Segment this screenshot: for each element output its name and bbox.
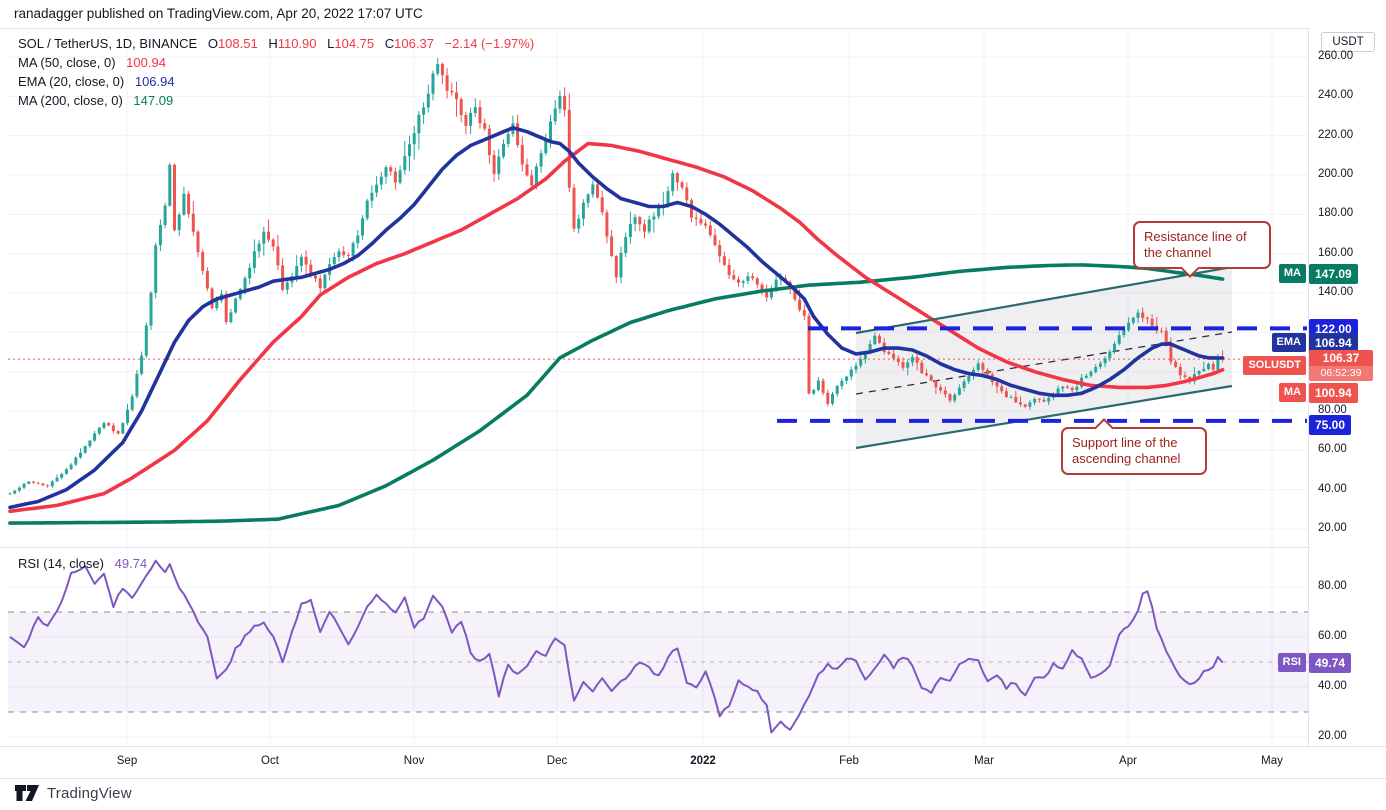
price-axis-label-106.37: 106.37 06:52:39 — [1309, 350, 1373, 381]
price-and-rsi-chart-canvas[interactable] — [0, 28, 1386, 746]
tradingview-logo-icon — [15, 785, 39, 801]
tradingview-logo-text: TradingView — [47, 784, 132, 802]
ema-axis-tag: EMA — [1271, 333, 1306, 352]
axis-tick-label: 240.00 — [1318, 89, 1354, 102]
tradingview-logo[interactable]: TradingView — [14, 782, 132, 804]
ohlc-high-letter: H — [268, 36, 278, 51]
resistance-annotation-line1: Resistance line of — [1144, 229, 1247, 244]
time-axis-label-Oct: Oct — [261, 755, 279, 767]
ma50-legend-label: MA (50, close, 0) — [18, 55, 116, 70]
rsi-legend-value: 49.74 — [114, 556, 148, 571]
axis-tick-label: 40.00 — [1318, 680, 1347, 692]
axis-tick-label: 40.00 — [1318, 482, 1347, 495]
chart-top-divider — [0, 28, 1386, 29]
ema20-legend-row[interactable]: EMA (20, close, 0) 106.94 — [18, 72, 534, 91]
ema20-legend-value: 106.94 — [134, 74, 175, 89]
axis-tick-label: 140.00 — [1318, 286, 1354, 298]
price-axis-label-49.74: 49.74 — [1309, 653, 1352, 673]
time-axis-label-Mar: Mar — [974, 755, 994, 767]
ma200-legend-value: 147.09 — [133, 93, 174, 108]
axis-tick-label: 80.00 — [1318, 580, 1347, 592]
symbol-legend-row: SOL / TetherUS, 1D, BINANCE O108.51 H110… — [18, 34, 534, 53]
ma200-legend-label: MA (200, close, 0) — [18, 93, 123, 108]
time-axis-label-Apr: Apr — [1119, 755, 1137, 767]
rsi-axis-tag: RSI — [1277, 653, 1306, 672]
axis-tick-label: 20.00 — [1318, 522, 1347, 534]
support-annotation[interactable]: Support line of the ascending channel — [1061, 418, 1207, 475]
time-axis-label-Sep: Sep — [116, 755, 138, 767]
currency-toggle-button[interactable]: USDT — [1321, 32, 1375, 52]
time-axis-label-2022: 2022 — [690, 755, 716, 767]
change-value: −2.14 (−1.97%) — [444, 36, 535, 51]
ohlc-low-letter: L — [327, 36, 335, 51]
axis-tick-label: 60.00 — [1318, 443, 1347, 456]
axis-tick-label: 200.00 — [1318, 168, 1354, 180]
resistance-annotation-line2: the channel — [1144, 245, 1212, 260]
publish-header: ranadagger published on TradingView.com,… — [14, 6, 423, 21]
ohlc-high-value: 110.90 — [277, 36, 317, 51]
price-axis-label-147.09: 147.09 — [1309, 264, 1358, 284]
ohlc-low-value: 104.75 — [334, 36, 375, 51]
axis-tick-label: 60.00 — [1318, 630, 1347, 642]
time-axis-label-May: May — [1261, 755, 1283, 767]
support-annotation-line1: Support line of the — [1072, 435, 1178, 450]
ema20-legend-label: EMA (20, close, 0) — [18, 74, 125, 89]
resistance-annotation[interactable]: Resistance line of the channel — [1133, 221, 1271, 278]
axis-tick-label: 160.00 — [1318, 246, 1354, 259]
axis-tick-label: 180.00 — [1318, 207, 1354, 220]
time-axis-label-Feb: Feb — [839, 755, 859, 767]
ohlc-open-letter: O — [207, 36, 218, 51]
price-axis-label-106.94: 106.94 — [1309, 333, 1358, 353]
axis-tick-label: 260.00 — [1318, 50, 1354, 62]
ma-axis-tag: MA — [1278, 383, 1306, 402]
symbol-legend[interactable]: SOL / TetherUS, 1D, BINANCE O108.51 H110… — [18, 34, 534, 110]
rsi-legend-label: RSI (14, close) — [18, 556, 104, 571]
axis-tick-label: 20.00 — [1318, 730, 1347, 742]
axis-tick-label: 220.00 — [1318, 128, 1354, 141]
rsi-legend[interactable]: RSI (14, close) 49.74 — [18, 556, 147, 571]
time-scale-axis[interactable]: Sep Oct Nov Dec 2022 Feb Mar Apr May — [0, 746, 1386, 779]
ohlc-open-value: 108.51 — [217, 36, 258, 51]
ma200-legend-row[interactable]: MA (200, close, 0) 147.09 — [18, 91, 534, 110]
axis-tick-label: 80.00 — [1318, 404, 1347, 416]
ohlc-close-letter: C — [384, 36, 395, 51]
ohlc-close-value: 106.37 — [394, 36, 434, 51]
solusdt-axis-tag: SOLUSDT — [1243, 356, 1306, 375]
ma50-legend-row[interactable]: MA (50, close, 0) 100.94 — [18, 53, 534, 72]
price-axis-label-100.94: 100.94 — [1309, 383, 1358, 403]
support-annotation-line2: ascending channel — [1072, 451, 1181, 466]
ma50-legend-value: 100.94 — [126, 55, 166, 70]
ma-axis-tag: MA — [1278, 264, 1306, 283]
time-axis-label-Nov: Nov — [403, 755, 425, 767]
symbol-title: SOL / TetherUS, 1D, BINANCE — [18, 36, 198, 51]
time-axis-label-Dec: Dec — [546, 755, 568, 767]
price-axis-label-75.00: 75.00 — [1309, 415, 1352, 435]
